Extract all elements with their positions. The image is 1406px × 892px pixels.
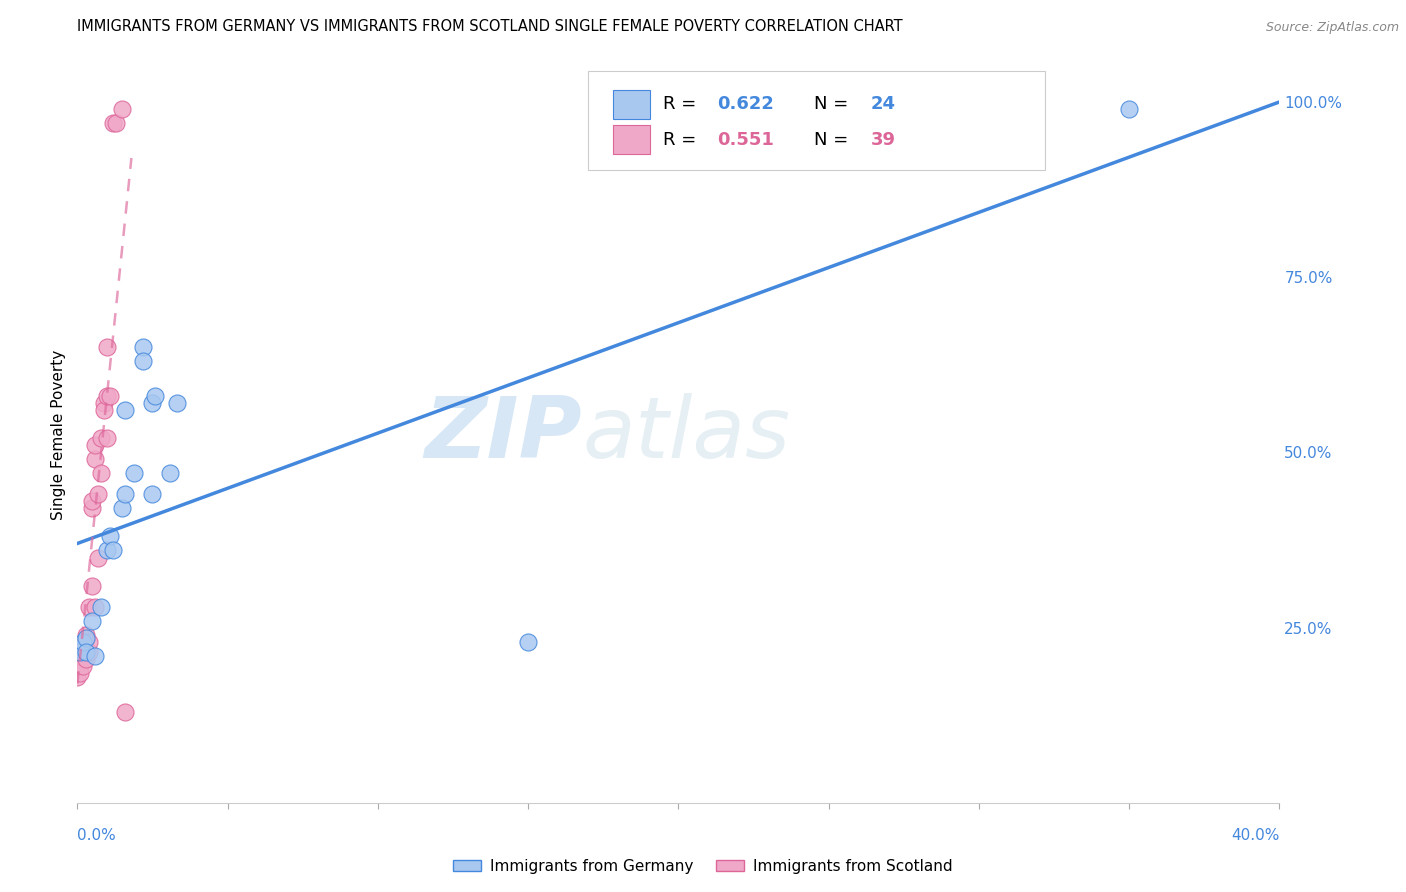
Point [90, 431, 112, 445]
Point [114, 487, 136, 501]
Point [75, 631, 97, 645]
FancyBboxPatch shape [613, 125, 650, 154]
Point [100, 529, 122, 543]
Point [100, 389, 122, 403]
Point [93, 403, 115, 417]
Point [69, 659, 91, 673]
Point [69, 645, 91, 659]
Text: N =: N = [814, 131, 855, 149]
Point [75, 627, 97, 641]
Text: R =: R = [662, 131, 702, 149]
Point [93, 396, 115, 410]
Point [111, 102, 134, 116]
Point [166, 396, 188, 410]
Text: atlas: atlas [582, 393, 790, 476]
Point [75, 652, 97, 666]
Text: 0.0%: 0.0% [77, 829, 117, 843]
Point [79, 634, 101, 648]
Y-axis label: Single Female Poverty: Single Female Poverty [51, 350, 66, 520]
Point [72, 641, 94, 656]
Point [132, 340, 155, 354]
Text: 39: 39 [870, 131, 896, 149]
Point [145, 389, 167, 403]
Point [141, 487, 163, 501]
Point [84, 648, 107, 663]
Point [111, 501, 134, 516]
Point [159, 467, 181, 481]
Point [69, 648, 91, 663]
Point [75, 641, 97, 656]
Point [75, 631, 97, 645]
Point [66, 659, 89, 673]
Point [1118, 102, 1140, 116]
Point [96, 340, 118, 354]
Legend: Immigrants from Germany, Immigrants from Scotland: Immigrants from Germany, Immigrants from… [447, 853, 959, 880]
Text: 24: 24 [870, 95, 896, 113]
Point [84, 438, 107, 452]
FancyBboxPatch shape [613, 90, 650, 120]
Text: ZIP: ZIP [425, 393, 582, 476]
Point [90, 599, 112, 614]
Point [82, 494, 104, 508]
Text: IMMIGRANTS FROM GERMANY VS IMMIGRANTS FROM SCOTLAND SINGLE FEMALE POVERTY CORREL: IMMIGRANTS FROM GERMANY VS IMMIGRANTS FR… [77, 20, 903, 34]
Point [66, 641, 89, 656]
Point [114, 403, 136, 417]
Point [79, 645, 101, 659]
Point [75, 645, 97, 659]
Point [82, 501, 104, 516]
Point [84, 452, 107, 467]
Point [105, 116, 128, 130]
Point [66, 670, 89, 684]
Point [124, 467, 146, 481]
Point [96, 389, 118, 403]
Text: 0.622: 0.622 [717, 95, 773, 113]
Point [114, 705, 136, 719]
Point [69, 645, 91, 659]
Point [79, 599, 101, 614]
Point [132, 354, 155, 368]
Point [72, 634, 94, 648]
Text: 40.0%: 40.0% [1232, 829, 1279, 843]
Point [96, 543, 118, 558]
Point [141, 396, 163, 410]
Point [517, 634, 540, 648]
Text: Source: ZipAtlas.com: Source: ZipAtlas.com [1265, 21, 1399, 34]
Point [66, 645, 89, 659]
Point [66, 656, 89, 670]
Point [103, 116, 125, 130]
Point [96, 431, 118, 445]
Text: R =: R = [662, 95, 702, 113]
Point [82, 578, 104, 592]
Text: 0.551: 0.551 [717, 131, 773, 149]
Point [90, 467, 112, 481]
Point [103, 543, 125, 558]
Point [69, 666, 91, 681]
Point [84, 599, 107, 614]
Point [87, 487, 110, 501]
Point [72, 638, 94, 652]
Point [87, 550, 110, 565]
Point [82, 614, 104, 628]
Point [69, 638, 91, 652]
Point [72, 659, 94, 673]
FancyBboxPatch shape [588, 70, 1045, 170]
Text: N =: N = [814, 95, 855, 113]
